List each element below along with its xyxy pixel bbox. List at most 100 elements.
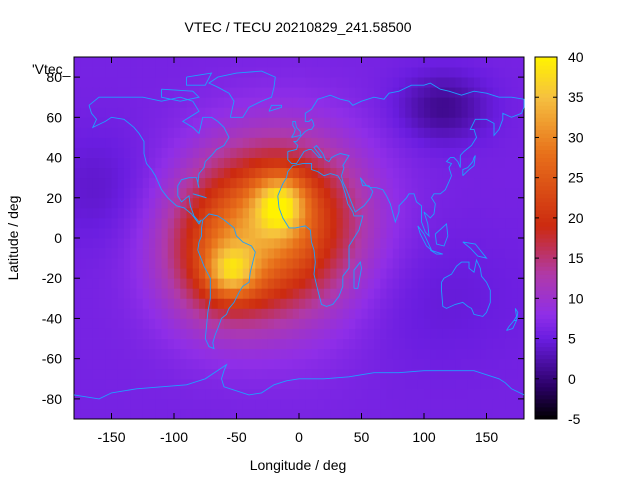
heatmap-cell (317, 328, 325, 339)
heatmap-cell (411, 238, 419, 249)
heatmap-cell (411, 328, 419, 339)
heatmap-cell (167, 338, 175, 350)
heatmap-cell (474, 308, 481, 319)
heatmap-cell (399, 217, 406, 229)
heatmap-cell (486, 278, 494, 289)
heatmap-cell (74, 368, 81, 380)
heatmap-cell (505, 388, 512, 400)
heatmap-cell (374, 378, 381, 390)
colorbar-segment (535, 73, 557, 78)
heatmap-cell (499, 368, 506, 380)
heatmap-cell (199, 77, 206, 88)
heatmap-cell (236, 107, 244, 118)
heatmap-cell (249, 197, 256, 209)
heatmap-cell (136, 408, 144, 420)
heatmap-cell (211, 207, 219, 219)
heatmap-cell (336, 117, 344, 128)
heatmap-cell (130, 308, 137, 319)
heatmap-cell (305, 77, 312, 88)
heatmap-cell (330, 187, 337, 199)
heatmap-cell (99, 107, 106, 118)
heatmap-cell (367, 338, 375, 350)
heatmap-cell (236, 268, 244, 279)
heatmap-cell (180, 207, 187, 219)
heatmap-cell (99, 197, 106, 209)
heatmap-cell (142, 328, 150, 339)
heatmap-cell (311, 278, 319, 289)
heatmap-cell (311, 187, 319, 199)
heatmap-cell (392, 157, 400, 169)
heatmap-cell (392, 338, 400, 350)
heatmap-cell (74, 197, 81, 209)
heatmap-cell (336, 298, 344, 309)
heatmap-cell (205, 358, 212, 370)
colorbar-segment (535, 282, 557, 287)
heatmap-cell (305, 67, 312, 78)
heatmap-cell (336, 388, 344, 400)
heatmap-cell (386, 217, 394, 229)
heatmap-cell (330, 248, 337, 259)
heatmap-cell (324, 207, 331, 219)
heatmap-cell (167, 137, 175, 148)
heatmap-cell (199, 348, 206, 360)
heatmap-cell (224, 147, 231, 158)
coastline-overlay (73, 70, 525, 400)
heatmap-cell (342, 348, 350, 360)
heatmap-cell (80, 197, 87, 209)
heatmap-cell (511, 107, 519, 118)
heatmap-cell (461, 167, 469, 179)
heatmap-cell (130, 227, 137, 239)
heatmap-cell (330, 238, 337, 249)
heatmap-cell (205, 147, 212, 158)
heatmap-cell (405, 57, 412, 68)
colorbar-segment (535, 161, 557, 167)
heatmap-cell (180, 338, 187, 350)
heatmap-cell (211, 137, 219, 148)
heatmap-cell (424, 268, 431, 279)
heatmap-cell (492, 248, 500, 259)
heatmap-cell (80, 117, 87, 128)
heatmap-cell (374, 338, 381, 350)
heatmap-cell (199, 207, 206, 219)
heatmap-cell (449, 298, 456, 309)
heatmap-cell (449, 97, 456, 108)
heatmap-cell (267, 127, 275, 138)
heatmap-cell (361, 308, 369, 319)
heatmap-cell (474, 57, 481, 68)
heatmap-cell (305, 227, 312, 239)
heatmap-cell (499, 57, 506, 68)
heatmap-cell (486, 137, 494, 148)
heatmap-cell (224, 157, 231, 169)
heatmap-cell (492, 177, 500, 189)
heatmap-cell (455, 268, 462, 279)
heatmap-cell (161, 238, 169, 249)
heatmap-cell (449, 177, 456, 189)
heatmap-cell (117, 157, 125, 169)
heatmap-cell (486, 167, 494, 179)
heatmap-cell (74, 338, 81, 350)
heatmap-cell (111, 298, 119, 309)
heatmap-cell (492, 398, 500, 410)
heatmap-cell (480, 338, 487, 350)
heatmap-cell (474, 318, 481, 329)
heatmap-cell (299, 227, 306, 239)
heatmap-cell (480, 348, 487, 360)
heatmap-cell (411, 298, 419, 309)
heatmap-cell (149, 207, 156, 219)
heatmap-cell (380, 378, 387, 390)
heatmap-cell (517, 378, 525, 390)
heatmap-cell (511, 187, 519, 199)
heatmap-cell (442, 207, 450, 219)
heatmap-cell (130, 97, 137, 108)
heatmap-cell (499, 308, 506, 319)
heatmap-cell (224, 258, 231, 269)
heatmap-cell (217, 137, 225, 148)
colorbar-segment (535, 61, 557, 66)
heatmap-cell (211, 77, 219, 88)
heatmap-cell (217, 197, 225, 209)
heatmap-cell (417, 97, 425, 108)
colorbar-segment (535, 362, 557, 368)
heatmap-cell (449, 137, 456, 148)
y-axis-label: Latitude / deg (5, 196, 21, 281)
colorbar-segment (535, 258, 557, 263)
